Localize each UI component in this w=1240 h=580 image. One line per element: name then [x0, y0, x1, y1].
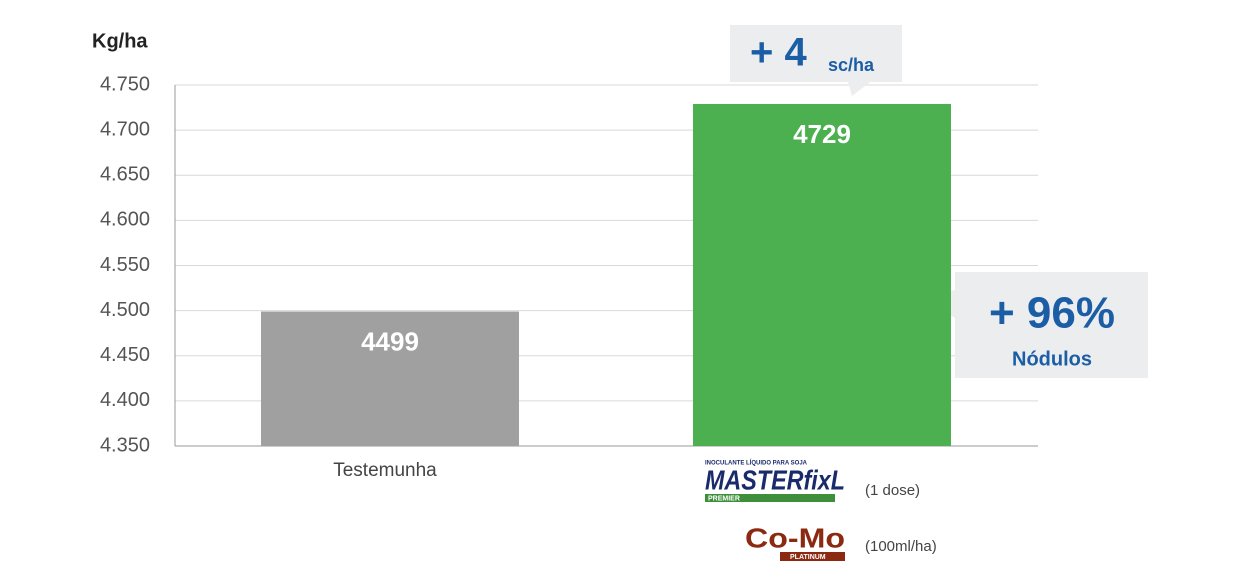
product-logo: Co-Mo [745, 522, 845, 553]
nodules-callout [922, 272, 1148, 378]
y-axis-label: Kg/ha [92, 30, 148, 52]
product-tagline: INOCULANTE LÍQUIDO PARA SOJA [705, 459, 808, 467]
gain-callout [730, 25, 902, 96]
y-tick-label: 4.350 [100, 434, 150, 456]
y-tick-label: 4.550 [100, 254, 150, 276]
gain-unit: sc/ha [828, 55, 875, 75]
y-tick-label: 4.400 [100, 389, 150, 411]
product-note: (100ml/ha) [865, 538, 937, 555]
nodules-text: + 96% [989, 289, 1115, 338]
y-tick-label: 4.650 [100, 164, 150, 186]
y-tick-label: 4.600 [100, 209, 150, 231]
y-tick-label: 4.450 [100, 344, 150, 366]
bar [261, 311, 519, 446]
product-logo: MASTERfixL [705, 464, 845, 495]
bar-value-label: 4729 [793, 119, 851, 149]
logo-band [780, 552, 845, 561]
bar-value-label: 4499 [361, 326, 419, 356]
product-note: (1 dose) [865, 482, 920, 499]
bar [693, 103, 951, 446]
y-tick-label: 4.500 [100, 299, 150, 321]
logo-band [705, 494, 835, 502]
nodules-label: Nódulos [1012, 348, 1092, 370]
gain-text: + 4 [750, 31, 807, 75]
y-tick-label: 4.750 [100, 73, 150, 95]
y-tick-label: 4.700 [100, 118, 150, 140]
product-subtitle: PREMIER [708, 495, 740, 502]
product-subtitle: PLATINUM [790, 554, 826, 561]
x-tick-label: Testemunha [333, 460, 437, 481]
